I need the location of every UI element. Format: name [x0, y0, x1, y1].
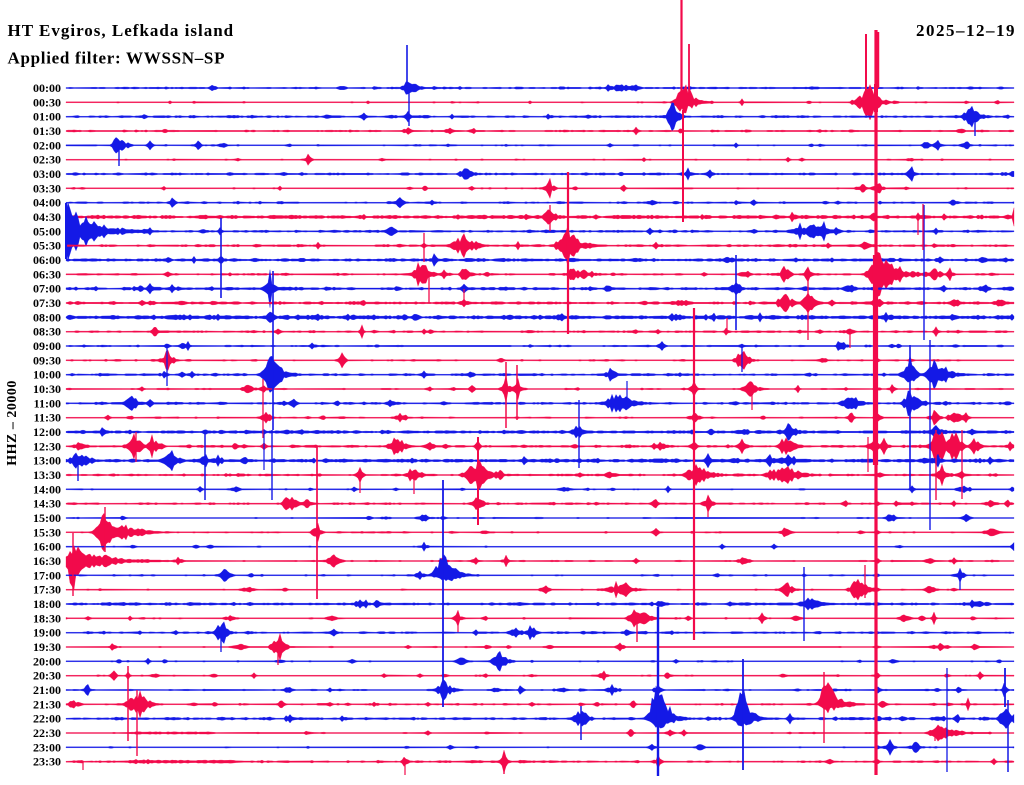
svg-text:07:00: 07:00 — [33, 282, 61, 296]
svg-text:02:30: 02:30 — [33, 153, 61, 167]
svg-text:22:00: 22:00 — [33, 712, 61, 726]
svg-text:07:30: 07:30 — [33, 296, 61, 310]
svg-text:18:30: 18:30 — [33, 611, 61, 625]
svg-text:20:30: 20:30 — [33, 669, 61, 683]
svg-text:03:30: 03:30 — [33, 181, 61, 195]
svg-text:11:30: 11:30 — [34, 411, 61, 425]
svg-text:06:00: 06:00 — [33, 253, 61, 267]
svg-text:21:30: 21:30 — [33, 697, 61, 711]
svg-text:01:00: 01:00 — [33, 110, 61, 124]
svg-text:10:30: 10:30 — [33, 382, 61, 396]
svg-text:04:30: 04:30 — [33, 210, 61, 224]
svg-text:08:00: 08:00 — [33, 310, 61, 324]
svg-text:08:30: 08:30 — [33, 325, 61, 339]
svg-text:17:30: 17:30 — [33, 583, 61, 597]
svg-text:HHZ – 20000: HHZ – 20000 — [5, 380, 20, 466]
svg-text:09:00: 09:00 — [33, 339, 61, 353]
svg-text:19:00: 19:00 — [33, 626, 61, 640]
svg-text:13:00: 13:00 — [33, 454, 61, 468]
svg-text:16:30: 16:30 — [33, 554, 61, 568]
svg-text:03:00: 03:00 — [33, 167, 61, 181]
svg-text:17:00: 17:00 — [33, 568, 61, 582]
svg-text:Applied filter: WWSSN–SP: Applied filter: WWSSN–SP — [8, 49, 226, 68]
svg-text:14:30: 14:30 — [33, 497, 61, 511]
svg-text:10:00: 10:00 — [33, 368, 61, 382]
svg-text:05:30: 05:30 — [33, 239, 61, 253]
svg-text:15:30: 15:30 — [33, 525, 61, 539]
svg-text:20:00: 20:00 — [33, 654, 61, 668]
svg-text:2025–12–19: 2025–12–19 — [916, 21, 1016, 40]
svg-text:22:30: 22:30 — [33, 726, 61, 740]
svg-text:04:00: 04:00 — [33, 196, 61, 210]
svg-text:19:30: 19:30 — [33, 640, 61, 654]
svg-text:00:30: 00:30 — [33, 95, 61, 109]
svg-text:02:00: 02:00 — [33, 138, 61, 152]
svg-text:01:30: 01:30 — [33, 124, 61, 138]
svg-text:15:00: 15:00 — [33, 511, 61, 525]
svg-text:11:00: 11:00 — [34, 396, 61, 410]
svg-text:18:00: 18:00 — [33, 597, 61, 611]
svg-text:09:30: 09:30 — [33, 353, 61, 367]
svg-text:23:00: 23:00 — [33, 740, 61, 754]
svg-text:16:00: 16:00 — [33, 540, 61, 554]
svg-text:12:30: 12:30 — [33, 439, 61, 453]
svg-text:12:00: 12:00 — [33, 425, 61, 439]
svg-text:05:00: 05:00 — [33, 224, 61, 238]
svg-text:21:00: 21:00 — [33, 683, 61, 697]
svg-text:23:30: 23:30 — [33, 755, 61, 769]
svg-text:HT Evgiros, Lefkada island: HT Evgiros, Lefkada island — [8, 21, 235, 40]
svg-text:00:00: 00:00 — [33, 81, 61, 95]
svg-text:14:00: 14:00 — [33, 482, 61, 496]
svg-text:13:30: 13:30 — [33, 468, 61, 482]
svg-text:06:30: 06:30 — [33, 267, 61, 281]
